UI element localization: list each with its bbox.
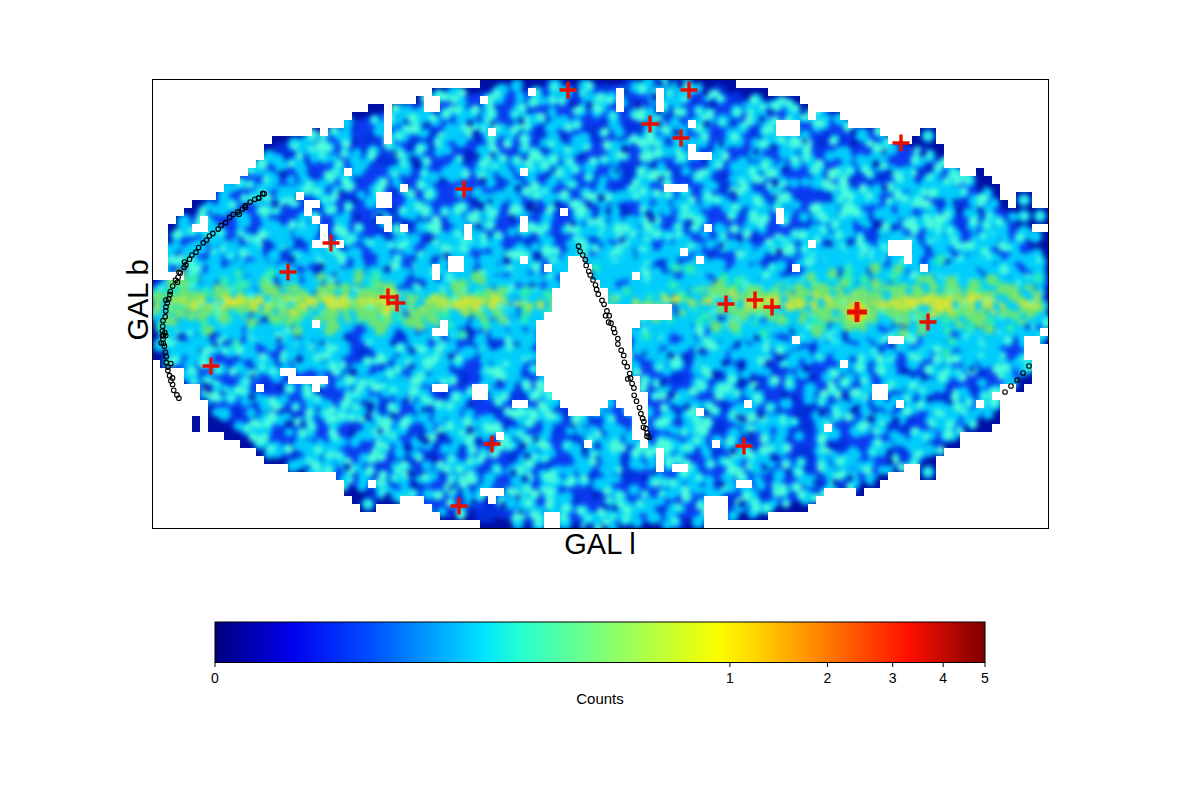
svg-text:0: 0 (211, 670, 219, 686)
svg-text:GAL b: GAL b (122, 259, 154, 340)
svg-text:GAL l: GAL l (564, 528, 635, 560)
svg-text:5: 5 (981, 670, 989, 686)
svg-text:2: 2 (824, 670, 832, 686)
svg-text:Counts: Counts (576, 690, 624, 707)
svg-text:1: 1 (726, 670, 734, 686)
svg-text:4: 4 (939, 670, 947, 686)
svg-text:3: 3 (889, 670, 897, 686)
